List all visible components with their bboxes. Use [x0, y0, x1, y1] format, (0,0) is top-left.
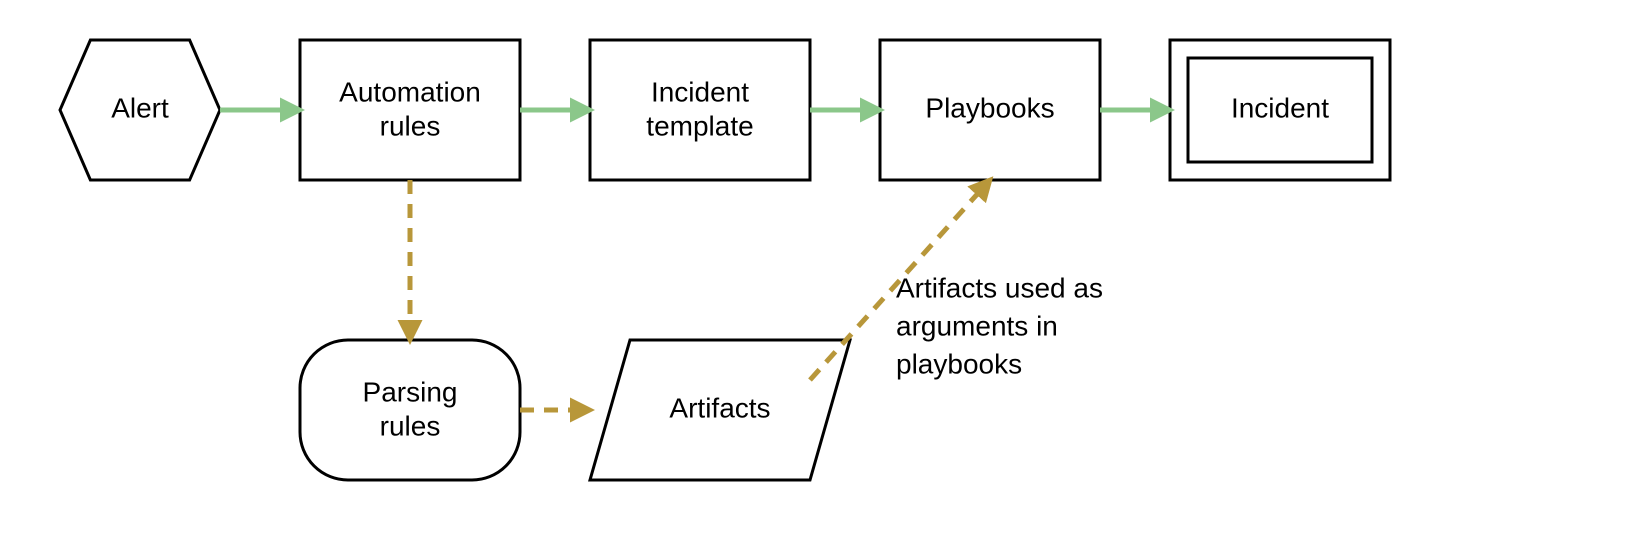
incident-template-label-2: template: [646, 110, 753, 141]
edges-group: [220, 110, 1170, 410]
incident-label: Incident: [1231, 92, 1329, 123]
flowchart-diagram: Alert Automation rules Incident template…: [0, 0, 1646, 560]
annotation-line-3: playbooks: [896, 348, 1022, 379]
incident-template-label-1: Incident: [651, 76, 749, 107]
parsing-rules-label-2: rules: [380, 410, 441, 441]
automation-rules-label-2: rules: [380, 110, 441, 141]
annotation-line-2: arguments in: [896, 310, 1058, 341]
annotation-line-1: Artifacts used as: [896, 272, 1103, 303]
parsing-rules-label-1: Parsing: [363, 376, 458, 407]
artifacts-label: Artifacts: [669, 392, 770, 423]
playbooks-label: Playbooks: [925, 92, 1054, 123]
alert-label: Alert: [111, 92, 169, 123]
automation-rules-label-1: Automation: [339, 76, 481, 107]
